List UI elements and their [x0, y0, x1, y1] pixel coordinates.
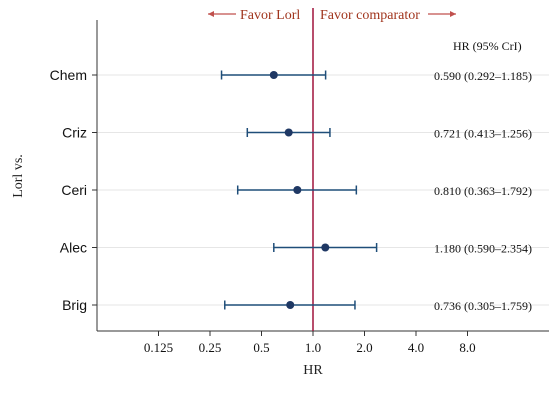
- axes: [96, 20, 549, 332]
- row-label: Chem: [50, 67, 87, 83]
- point-estimate: [293, 186, 302, 194]
- estimate-header: HR (95% CrI): [453, 39, 522, 53]
- y-axis-title: Lorl vs.: [11, 154, 26, 198]
- x-tick-label: 0.25: [199, 340, 222, 355]
- estimate-text: 0.810 (0.363–1.792): [434, 184, 532, 198]
- favor-right-arrowhead: [450, 11, 456, 17]
- row-label: Criz: [62, 125, 87, 141]
- row-label: Brig: [62, 297, 87, 313]
- point-estimate: [321, 243, 330, 252]
- favor-left-label: Favor Lorl: [240, 8, 300, 23]
- x-axis-title: HR: [303, 363, 323, 378]
- x-tick-label: 4.0: [408, 340, 424, 355]
- estimate-text: 0.590 (0.292–1.185): [434, 69, 532, 83]
- x-tick-label: 8.0: [459, 340, 475, 355]
- row-label: Alec: [60, 240, 87, 256]
- estimate-text: 0.736 (0.305–1.759): [434, 299, 532, 313]
- point-estimate: [284, 128, 293, 137]
- favor-right-label: Favor comparator: [320, 8, 420, 23]
- estimate-text: 0.721 (0.413–1.256): [434, 127, 532, 141]
- forest-rows: Chem 0.590 (0.292–1.185) Criz 0.721 (0.413–…: [50, 67, 532, 313]
- x-ticks: 0.125 0.25 0.5 1.0 2.0 4.0 8.0: [144, 331, 476, 355]
- favor-annotation: Favor Lorl Favor comparator: [208, 8, 456, 23]
- x-tick-label: 1.0: [305, 340, 321, 355]
- x-tick-label: 2.0: [356, 340, 372, 355]
- point-estimate: [269, 71, 278, 79]
- x-tick-label: 0.125: [144, 340, 173, 355]
- favor-left-arrowhead: [208, 11, 214, 17]
- point-estimate: [286, 301, 295, 309]
- x-tick-label: 0.5: [253, 340, 269, 355]
- row-label: Ceri: [61, 182, 87, 198]
- estimate-text: 1.180 (0.590–2.354): [434, 242, 532, 256]
